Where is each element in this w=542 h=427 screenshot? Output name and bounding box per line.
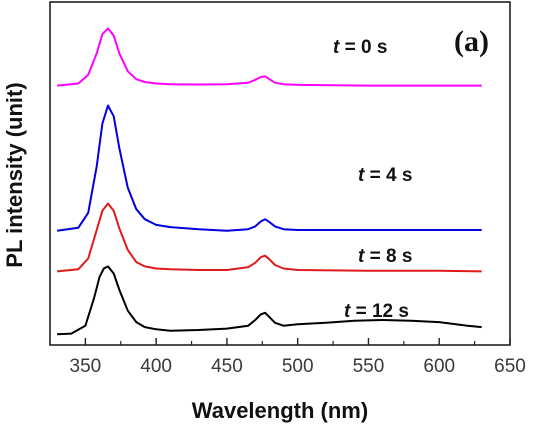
panel-label: (a) [454, 25, 489, 58]
series-line-0 [57, 27, 482, 87]
x-tick-label: 400 [140, 356, 172, 377]
series-label-3: t = 12 s [344, 301, 409, 322]
x-tick-label: 550 [353, 356, 385, 377]
series-label-0: t = 0 s [333, 37, 387, 58]
series-line-3 [57, 265, 482, 336]
x-tick-label: 600 [423, 356, 455, 377]
series-label-2: t = 8 s [358, 246, 412, 267]
plot-frame [49, 1, 511, 346]
x-axis-title: Wavelength (nm) [192, 398, 368, 423]
x-tick-label: 500 [282, 356, 314, 377]
series-labels: t = 0 s t = 4 s t = 8 s t = 12 s [333, 37, 412, 322]
x-tick-label: 650 [494, 356, 526, 377]
x-tick-label: 450 [211, 356, 243, 377]
series-label-1: t = 4 s [358, 165, 412, 186]
x-axis-ticks: 350 400 450 500 550 600 650 [49, 338, 526, 377]
series-layer [56, 27, 482, 336]
series-line-2 [57, 202, 482, 273]
series-line-1 [56, 104, 482, 232]
y-axis-title: PL intensity (unit) [2, 82, 27, 267]
x-tick-label: 350 [70, 356, 102, 377]
